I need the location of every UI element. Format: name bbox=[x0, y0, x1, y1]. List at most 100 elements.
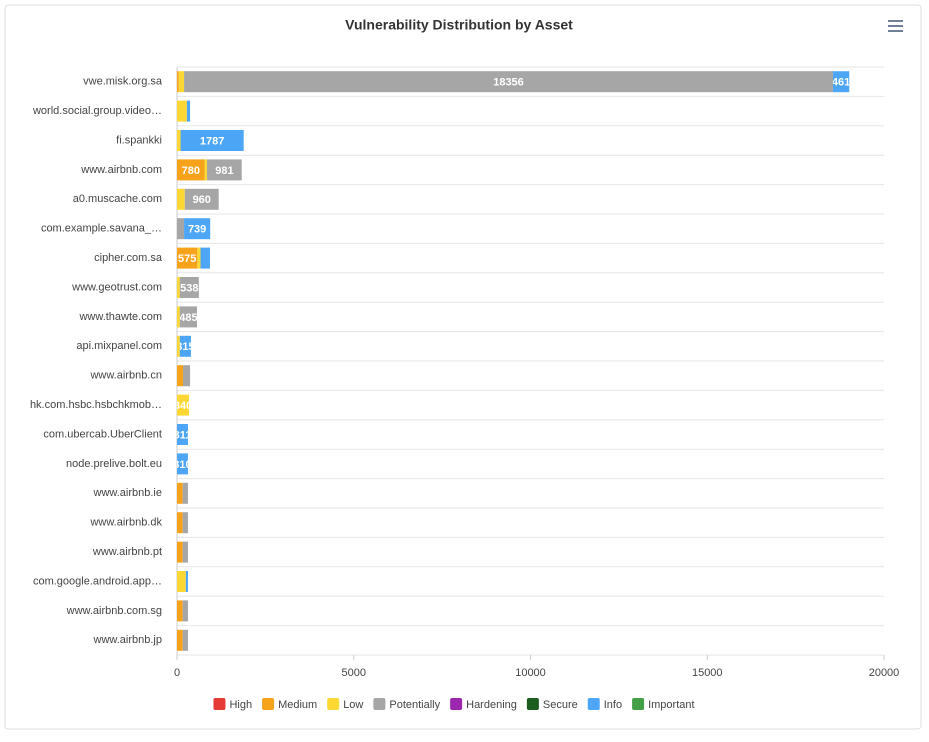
bar-segment bbox=[200, 247, 210, 269]
y-tick-label: node.prelive.bolt.eu bbox=[66, 458, 162, 470]
data-label: 315 bbox=[176, 341, 194, 353]
bar-segment bbox=[182, 541, 188, 563]
bar-segment bbox=[832, 71, 850, 93]
legend-item[interactable]: Medium bbox=[262, 698, 317, 711]
bar-segment bbox=[177, 277, 180, 298]
legend-item[interactable]: Hardening bbox=[450, 698, 517, 711]
y-tick-label: api.mixpanel.com bbox=[76, 340, 162, 352]
bar-segment bbox=[184, 218, 211, 240]
bar-segment bbox=[204, 159, 208, 181]
bar-segment bbox=[177, 629, 183, 651]
bar-segment bbox=[177, 188, 185, 210]
legend-item[interactable]: Secure bbox=[526, 698, 578, 711]
legend-swatch bbox=[450, 698, 463, 710]
legend-swatch bbox=[213, 698, 226, 710]
y-tick-label: world.social.group.video… bbox=[32, 105, 162, 117]
bar-segment bbox=[177, 482, 183, 504]
legend-item[interactable]: Info bbox=[587, 698, 622, 711]
bar-segment bbox=[179, 306, 197, 328]
data-label: 18356 bbox=[493, 77, 524, 89]
y-tick-label: vwe.misk.org.sa bbox=[83, 76, 163, 88]
legend-label: Info bbox=[604, 699, 622, 711]
y-tick-label: www.airbnb.ie bbox=[93, 487, 162, 499]
y-tick-label: www.airbnb.dk bbox=[89, 517, 162, 529]
bar-segment bbox=[177, 159, 205, 181]
bar-segment bbox=[197, 247, 201, 269]
y-tick-label: www.airbnb.jp bbox=[93, 634, 162, 646]
legend-swatch bbox=[327, 698, 340, 710]
bar-segment bbox=[177, 394, 190, 416]
y-tick-label: www.airbnb.cn bbox=[89, 370, 162, 382]
data-label: 485 bbox=[179, 312, 197, 324]
bar-segment bbox=[184, 71, 833, 93]
bar-segment bbox=[177, 306, 180, 328]
bar-segment bbox=[177, 453, 188, 475]
legend-label: Important bbox=[648, 699, 694, 711]
bar-segment bbox=[177, 365, 184, 387]
bar-segment bbox=[177, 335, 180, 357]
legend-label: Hardening bbox=[466, 699, 517, 711]
bar-segment bbox=[177, 424, 188, 445]
y-tick-label: www.airbnb.com.sg bbox=[66, 605, 162, 617]
y-tick-label: www.airbnb.pt bbox=[92, 546, 162, 558]
bar-segment bbox=[177, 571, 186, 592]
y-tick-label: com.google.android.app… bbox=[33, 575, 162, 587]
legend-item[interactable]: Important bbox=[632, 698, 695, 711]
card bbox=[4, 4, 922, 730]
y-tick-label: www.geotrust.com bbox=[71, 281, 162, 293]
data-label: 739 bbox=[188, 224, 206, 236]
x-tick-label: 20000 bbox=[869, 667, 900, 679]
data-label: 575 bbox=[178, 253, 196, 265]
data-label: 311 bbox=[174, 429, 192, 441]
bar-segment bbox=[177, 600, 183, 622]
y-tick-label: com.ubercab.UberClient bbox=[43, 428, 162, 440]
y-tick-label: hk.com.hsbc.hsbchkmob… bbox=[30, 399, 162, 411]
x-tick-label: 15000 bbox=[692, 667, 723, 679]
chart-title: Vulnerability Distribution by Asset bbox=[345, 17, 573, 33]
x-tick-label: 10000 bbox=[515, 667, 546, 679]
bar-segment bbox=[179, 335, 191, 357]
data-label: 981 bbox=[215, 165, 233, 177]
x-tick-label: 0 bbox=[174, 667, 180, 679]
data-label: 1787 bbox=[200, 135, 224, 147]
bar-segment bbox=[185, 571, 188, 592]
bar-segment bbox=[182, 600, 188, 622]
legend-swatch bbox=[373, 698, 386, 710]
legend-item[interactable]: Potentially bbox=[373, 698, 441, 711]
data-label: 960 bbox=[193, 194, 211, 206]
y-tick-label: com.example.savana_… bbox=[41, 223, 162, 235]
data-label: 310 bbox=[173, 459, 191, 471]
bar-segment bbox=[184, 188, 219, 210]
bar-segment bbox=[177, 130, 181, 151]
legend-swatch bbox=[262, 698, 275, 710]
bar-segment bbox=[207, 159, 242, 181]
legend-swatch bbox=[526, 698, 539, 710]
y-tick-label: a0.muscache.com bbox=[73, 193, 162, 205]
bar-segment bbox=[177, 541, 183, 563]
menu-icon[interactable] bbox=[888, 20, 903, 32]
legend-item[interactable]: High bbox=[213, 698, 252, 711]
bar-segment bbox=[177, 247, 198, 269]
bar-segment bbox=[178, 71, 185, 93]
y-tick-label: www.thawte.com bbox=[78, 311, 162, 323]
legend-label: Low bbox=[343, 699, 363, 711]
bar-segment bbox=[177, 512, 183, 534]
legend-label: Potentially bbox=[389, 699, 440, 711]
legend-label: Secure bbox=[543, 699, 578, 711]
bar-segment bbox=[179, 277, 199, 298]
bar-segment bbox=[177, 100, 187, 122]
bar-segment bbox=[180, 130, 244, 151]
legend-item[interactable]: Low bbox=[327, 698, 363, 711]
legend-label: High bbox=[229, 699, 252, 711]
data-label: 780 bbox=[182, 165, 200, 177]
bar-segment bbox=[183, 365, 191, 387]
legend-swatch bbox=[587, 698, 600, 710]
data-label: 340 bbox=[174, 400, 192, 412]
bar-segment bbox=[177, 71, 179, 93]
legend-label: Medium bbox=[278, 699, 317, 711]
legend-swatch bbox=[632, 698, 645, 710]
y-tick-label: fi.spankki bbox=[116, 134, 162, 146]
data-label: 538 bbox=[180, 282, 198, 294]
x-tick-label: 5000 bbox=[342, 667, 366, 679]
